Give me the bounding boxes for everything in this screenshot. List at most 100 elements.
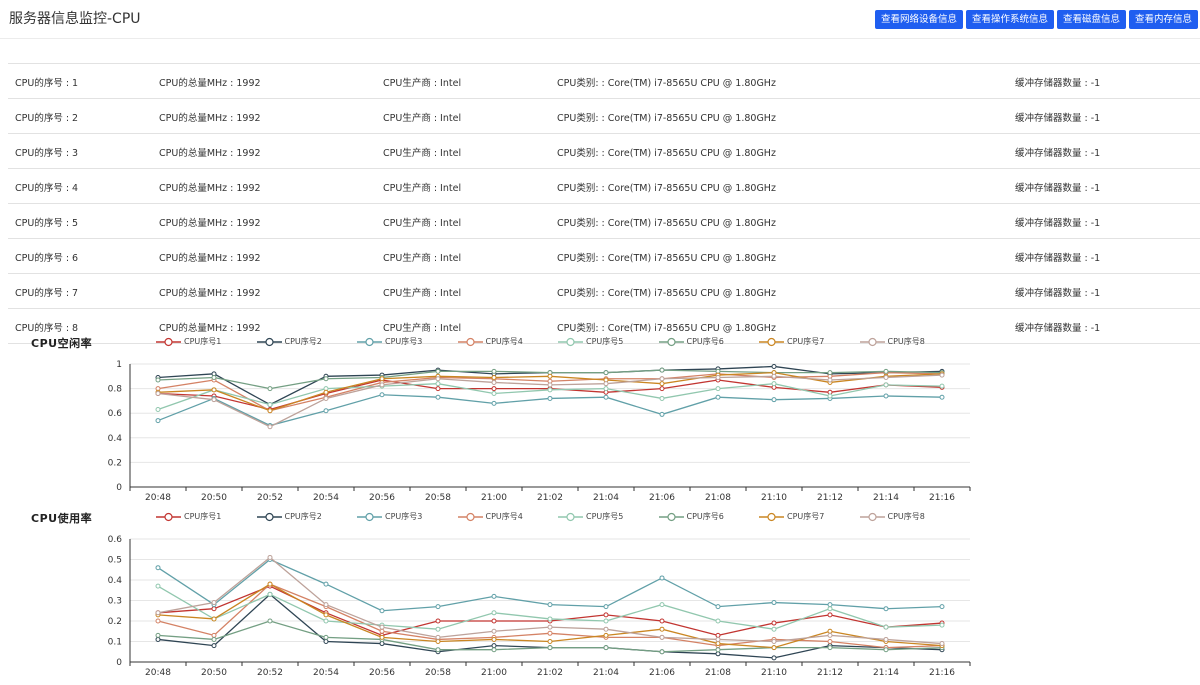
data-point <box>547 630 553 636</box>
cpu-mhz-cell: CPU的总量MHz : 1992 <box>159 113 261 124</box>
legend-item[interactable]: CPU序号3 <box>357 336 458 347</box>
view-os-button[interactable]: 查看操作系统信息 <box>965 10 1054 29</box>
data-point <box>211 643 217 649</box>
data-point <box>883 636 889 642</box>
data-point <box>603 604 609 610</box>
data-point <box>435 626 441 632</box>
data-point <box>211 636 217 642</box>
legend-marker-icon <box>256 512 282 521</box>
view-network-devices-button[interactable]: 查看网络设备信息 <box>874 10 963 29</box>
x-tick-label: 20:58 <box>425 493 451 503</box>
x-tick-label: 21:06 <box>649 668 675 678</box>
legend-item[interactable]: CPU序号6 <box>658 511 760 522</box>
cpu-mhz-cell: CPU的总量MHz : 1992 <box>159 288 261 299</box>
cpu-mhz-cell: CPU的总量MHz : 1992 <box>159 148 261 159</box>
cpu-info-table: CPU的序号 : 1 CPU的总量MHz : 1992 CPU生产商 : Intel… <box>8 63 1200 344</box>
data-point <box>267 386 273 392</box>
data-point <box>379 634 385 640</box>
data-point <box>491 610 497 616</box>
data-point <box>435 639 441 644</box>
legend-label: CPU序号4 <box>485 512 523 521</box>
x-tick-label: 20:54 <box>313 493 339 503</box>
data-point <box>547 373 553 379</box>
data-point <box>323 389 329 395</box>
data-point <box>155 618 161 624</box>
cpu-vendor-cell: CPU生产商 : Intel <box>383 148 462 159</box>
legend-item[interactable]: CPU序号5 <box>558 511 659 522</box>
data-point <box>715 632 721 638</box>
legend-label: CPU序号2 <box>284 512 322 521</box>
data-point <box>939 383 945 389</box>
cpu-vendor-cell: CPU生产商 : Intel <box>383 288 462 299</box>
data-point <box>659 602 665 608</box>
legend-label: CPU序号8 <box>887 512 925 521</box>
legend-label: CPU序号5 <box>586 337 624 346</box>
cpu-vendor-cell: CPU生产商 : Intel <box>383 323 462 334</box>
legend-item[interactable]: CPU序号5 <box>558 336 659 347</box>
legend-item[interactable]: CPU序号2 <box>256 511 358 522</box>
table-row: CPU的序号 : 5 CPU的总量MHz : 1992 CPU生产商 : Intel… <box>8 204 1200 239</box>
y-tick-label: 0 <box>116 658 122 668</box>
legend-label: CPU序号2 <box>284 337 322 346</box>
data-point <box>659 381 665 387</box>
legend-item[interactable]: CPU序号7 <box>759 511 860 522</box>
data-point <box>379 641 385 647</box>
legend-label: CPU序号7 <box>787 512 825 521</box>
table-row: CPU的序号 : 1 CPU的总量MHz : 1992 CPU生产商 : Intel… <box>8 64 1200 99</box>
data-point <box>323 376 329 382</box>
data-point <box>659 367 665 373</box>
data-point <box>323 618 329 624</box>
x-tick-label: 20:48 <box>145 668 171 678</box>
cpu-model-cell: CPU类别: : Core(TM) i7-8565U CPU @ 1.80GHz <box>557 183 776 194</box>
cpu-vendor-cell: CPU生产商 : Intel <box>383 78 462 89</box>
data-point <box>379 382 385 388</box>
cpu-cache-cell: 缓冲存储器数量 : -1 <box>1015 218 1101 229</box>
legend-label: CPU序号8 <box>887 337 925 346</box>
data-point <box>155 391 161 397</box>
cpu-index-cell: CPU的序号 : 3 <box>15 148 79 159</box>
data-point <box>715 604 721 610</box>
data-point <box>547 639 553 644</box>
data-point <box>659 649 665 655</box>
x-tick-label: 21:10 <box>761 493 787 503</box>
data-point <box>211 606 217 612</box>
data-point <box>939 394 945 400</box>
x-tick-label: 20:56 <box>369 668 395 678</box>
data-point <box>883 375 889 381</box>
legend-item[interactable]: CPU序号8 <box>859 511 961 522</box>
data-point <box>491 386 497 392</box>
chart-title: CPU使用率 <box>31 512 93 525</box>
x-tick-label: 20:48 <box>145 493 171 503</box>
plot-area: 0 0.2 0.4 0.6 0.8 1 20:48 20:50 20:52 20:54 20:56 2… <box>108 360 971 503</box>
chart-legend[interactable]: CPU序号1 CPU序号2 CPU序号3 CPU序号4 CPU序号5 CPU序号6 CPU序… <box>156 336 960 347</box>
data-point <box>771 626 777 632</box>
chart-title: CPU空闲率 <box>31 337 93 350</box>
data-point <box>883 624 889 630</box>
legend-item[interactable]: CPU序号8 <box>859 336 961 347</box>
data-point <box>715 651 721 657</box>
legend-item[interactable]: CPU序号6 <box>658 336 760 347</box>
legend-item[interactable]: CPU序号1 <box>156 511 257 522</box>
button-group: 查看网络设备信息 查看操作系统信息 查看磁盘信息 查看内存信息 <box>874 10 1198 29</box>
legend-item[interactable]: CPU序号3 <box>357 511 458 522</box>
chart-legend[interactable]: CPU序号1 CPU序号2 CPU序号3 CPU序号4 CPU序号5 CPU序号6 CPU序… <box>156 511 960 522</box>
view-disk-button[interactable]: 查看磁盘信息 <box>1056 10 1126 29</box>
legend-label: CPU序号6 <box>686 337 724 346</box>
cpu-mhz-cell: CPU的总量MHz : 1992 <box>159 323 261 334</box>
data-point <box>883 606 889 612</box>
data-point <box>491 636 497 642</box>
legend-item[interactable]: CPU序号7 <box>759 336 860 347</box>
data-point <box>435 634 441 640</box>
legend-item[interactable]: CPU序号4 <box>457 336 559 347</box>
data-point <box>603 626 609 632</box>
cpu-index-cell: CPU的序号 : 1 <box>15 78 79 89</box>
view-memory-button[interactable]: 查看内存信息 <box>1128 10 1198 29</box>
legend-item[interactable]: CPU序号4 <box>457 511 559 522</box>
data-point <box>491 368 497 374</box>
legend-item[interactable]: CPU序号2 <box>256 336 358 347</box>
table-row: CPU的序号 : 8 CPU的总量MHz : 1992 CPU生产商 : Intel… <box>8 309 1200 344</box>
legend-item[interactable]: CPU序号1 <box>156 336 257 347</box>
x-tick-label: 21:00 <box>481 493 507 503</box>
x-tick-label: 21:08 <box>705 493 731 503</box>
legend-label: CPU序号7 <box>787 337 825 346</box>
